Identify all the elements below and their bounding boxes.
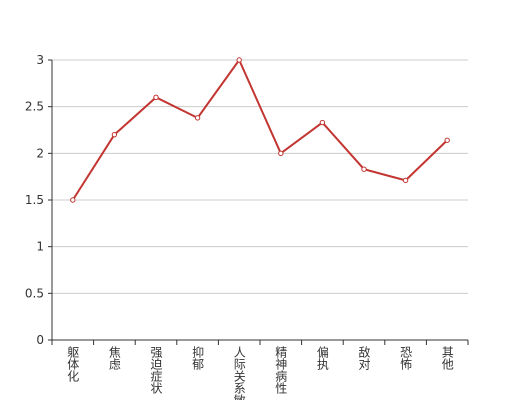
x-tick-label: 躯体化 — [66, 345, 80, 383]
point — [402, 177, 409, 184]
point — [153, 94, 159, 101]
y-tick-label: 1 — [36, 240, 44, 254]
point — [319, 119, 326, 126]
x-tick-label: 焦虑 — [107, 346, 121, 370]
point — [236, 57, 242, 63]
x-tick-label: 敌对 — [357, 345, 371, 370]
y-tick-label: 3 — [36, 53, 44, 67]
point — [278, 150, 284, 157]
x-tick-label: 强迫症状 — [149, 346, 163, 394]
point — [111, 131, 118, 138]
series-line — [71, 58, 448, 201]
x-tick-label: 其他 — [440, 346, 454, 370]
y-tick-label: 1.5 — [25, 193, 44, 207]
point — [194, 115, 201, 121]
y-tick-label: 0 — [36, 333, 44, 347]
x-tick-label: 抑郁 — [191, 345, 205, 371]
y-tick-label: 2 — [36, 146, 44, 160]
x-tick-label: 精神病性 — [274, 346, 288, 395]
point — [361, 166, 367, 172]
y-tick-label: 0.5 — [25, 286, 44, 300]
point — [70, 197, 76, 203]
y-tick-label: 2.5 — [25, 100, 44, 114]
x-tick-label: 人际关系敏感 — [232, 346, 246, 400]
point — [444, 137, 450, 143]
x-tick-label: 恐怖 — [399, 346, 413, 370]
x-tick-label: 偏执 — [315, 345, 329, 371]
